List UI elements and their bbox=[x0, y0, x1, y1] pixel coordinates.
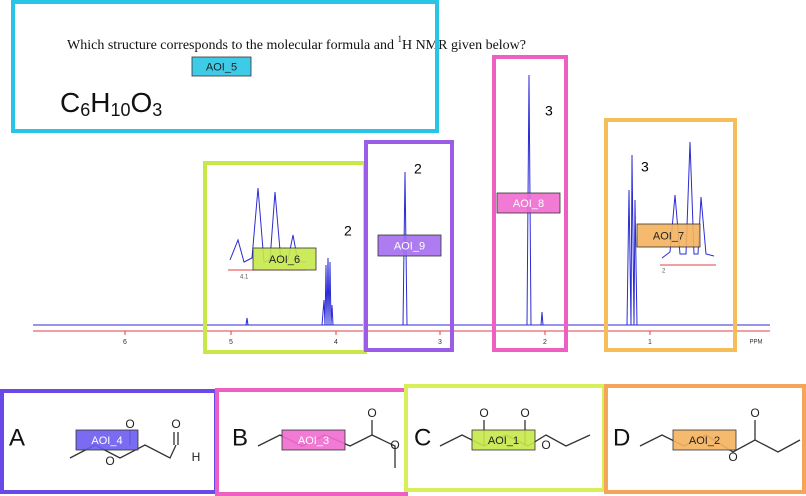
atom-label: O bbox=[750, 406, 759, 420]
formula: C6H10O3 bbox=[60, 87, 162, 119]
atom-label: O bbox=[520, 406, 529, 420]
tick-label: 1 bbox=[648, 339, 652, 346]
atom-labels: A O O O H B O O C O O O D O O bbox=[9, 406, 760, 468]
inset-label: 2 bbox=[662, 269, 666, 275]
atom-label: O bbox=[541, 438, 550, 452]
aoi-box bbox=[492, 55, 568, 352]
aoi-box bbox=[604, 118, 737, 352]
axis-ticks: 6 5 4 3 2 1 PPM bbox=[123, 331, 763, 346]
aoi-label-bg bbox=[191, 56, 252, 77]
singlet bbox=[526, 74, 532, 326]
aoi-label-bg bbox=[672, 429, 737, 451]
minor-peak bbox=[540, 311, 544, 326]
formula-part: 10 bbox=[110, 100, 130, 120]
aoi-label-bg bbox=[281, 429, 346, 451]
formula-part: H bbox=[90, 87, 110, 118]
aoi-label: AOI_9 bbox=[394, 240, 425, 252]
aoi-label: AOI_6 bbox=[269, 254, 300, 266]
tick-label: PPM bbox=[749, 340, 762, 346]
integration: 3 bbox=[545, 103, 553, 119]
inset-label: 4.1 bbox=[240, 275, 249, 281]
peaks bbox=[228, 74, 716, 326]
formula-part: O bbox=[131, 87, 153, 118]
integration: 2 bbox=[414, 161, 422, 177]
atom-label: O bbox=[728, 450, 737, 464]
minor-peak bbox=[245, 317, 249, 326]
integration: 2 bbox=[344, 223, 352, 239]
tick-label: 4 bbox=[334, 339, 338, 346]
option-letter: C bbox=[414, 424, 431, 451]
tick-label: 5 bbox=[229, 339, 233, 346]
aoi-label: AOI_4 bbox=[91, 435, 122, 447]
atom-label: H bbox=[192, 450, 201, 464]
atom-label: O bbox=[125, 417, 134, 431]
aoi-box bbox=[604, 384, 806, 494]
aoi-label: AOI_3 bbox=[298, 435, 329, 447]
atom-label: O bbox=[105, 454, 114, 468]
atom-label: O bbox=[390, 438, 399, 452]
aoi-label-bg bbox=[471, 429, 536, 451]
option-letter: B bbox=[232, 424, 248, 451]
aoi-label: AOI_1 bbox=[488, 435, 519, 447]
tick-label: 6 bbox=[123, 339, 127, 346]
aoi-label-bg bbox=[75, 429, 139, 451]
singlet bbox=[402, 171, 408, 326]
question-sup: 1 bbox=[397, 34, 402, 44]
option-letter: D bbox=[613, 424, 630, 451]
formula-part: 3 bbox=[152, 100, 162, 120]
tick-label: 3 bbox=[438, 339, 442, 346]
formula-part: C bbox=[60, 87, 80, 118]
aoi-label-bg bbox=[496, 192, 561, 214]
atom-label: O bbox=[171, 417, 180, 431]
question: Which structure corresponds to the molec… bbox=[67, 34, 526, 53]
aoi-label-bg bbox=[636, 223, 701, 248]
atom-label: O bbox=[479, 406, 488, 420]
question-text: Which structure corresponds to the molec… bbox=[67, 38, 397, 53]
integration: 3 bbox=[641, 159, 649, 175]
tick-label: 2 bbox=[543, 339, 547, 346]
aoi-label: AOI_2 bbox=[689, 435, 720, 447]
triplet bbox=[626, 154, 638, 326]
aoi-box bbox=[11, 0, 439, 133]
aoi-label: AOI_5 bbox=[206, 61, 237, 73]
atom-label: O bbox=[367, 406, 376, 420]
question-text: H NMR given below? bbox=[402, 38, 526, 53]
aoi-label-bg bbox=[377, 234, 442, 257]
aoi-label-bg bbox=[252, 247, 317, 271]
aoi-label: AOI_7 bbox=[653, 230, 684, 242]
quartet bbox=[321, 257, 334, 326]
option-letter: A bbox=[9, 424, 25, 451]
aoi-box bbox=[364, 140, 454, 352]
formula-part: 6 bbox=[80, 100, 90, 120]
aoi-label: AOI_8 bbox=[513, 198, 544, 210]
inset-peak bbox=[661, 141, 715, 259]
